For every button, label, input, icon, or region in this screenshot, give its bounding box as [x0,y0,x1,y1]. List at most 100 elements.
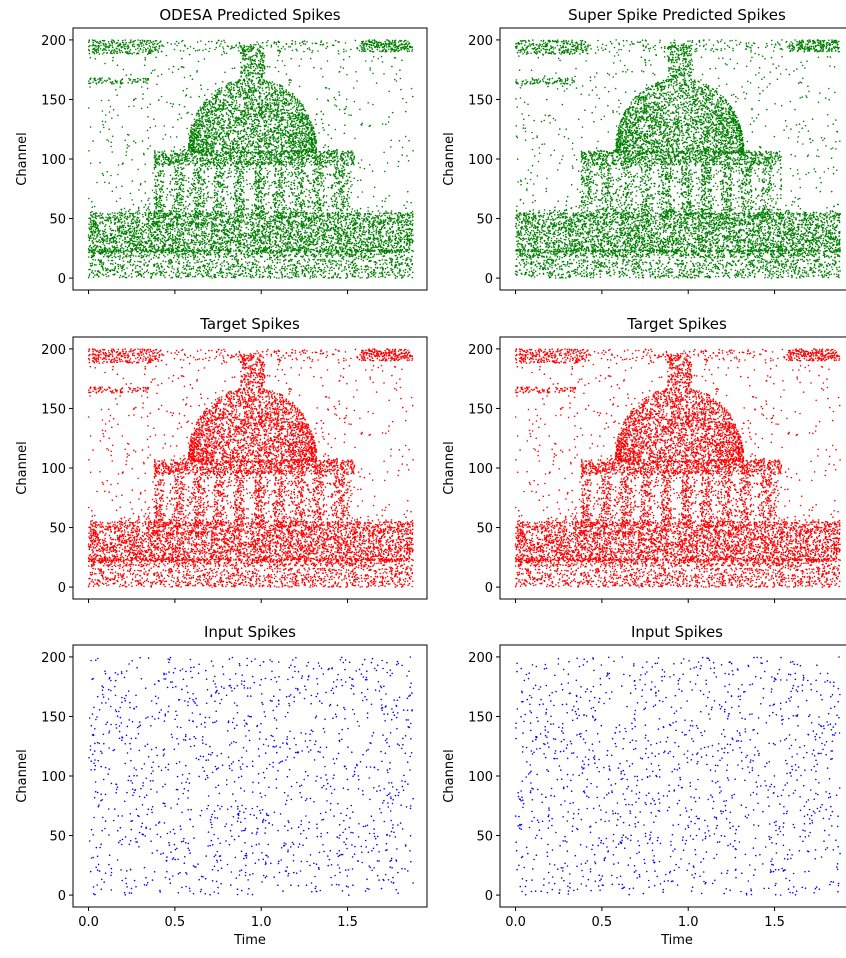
spike-point [284,141,286,143]
spike-point [220,157,223,160]
spike-point [324,159,326,162]
spike-point [252,103,255,106]
spike-point [227,82,230,85]
spike-point [338,70,341,73]
spike-point [218,91,220,93]
spike-point [183,105,186,108]
spike-point [269,162,272,164]
spike-point [351,152,354,154]
spike-point [315,123,317,126]
spike-point [281,161,283,163]
spike-point [290,57,293,60]
spike-point [171,178,174,181]
spike-point [128,145,130,147]
spike-point [381,61,384,63]
spike-point [313,146,316,148]
spike-point [157,75,159,77]
spike-point [97,81,100,84]
spike-point [108,45,111,47]
spike-point [358,49,361,52]
spike-point [320,163,322,165]
spike-point [271,159,273,161]
spike-point [164,156,166,159]
spike-point [231,268,233,271]
spike-point [294,100,297,102]
spike-point [169,154,172,156]
spike-point [235,95,238,98]
spike-point [294,158,297,160]
spike-point [111,117,113,120]
spike-point [233,67,236,69]
spike-point [195,129,197,132]
spike-point [211,134,213,136]
spike-point [192,129,195,131]
spike-point [274,93,277,96]
spike-point [281,135,284,137]
spike-point [253,88,256,90]
spike-point [249,143,251,145]
spike-point [139,47,142,50]
spike-point [314,137,316,139]
spike-point [112,46,114,49]
spike-point [240,154,243,156]
spike-point [232,98,234,100]
spike-point [154,163,156,166]
spike-point [251,128,254,130]
spike-point [267,150,269,152]
spike-point [232,112,235,115]
spike-point [181,155,183,157]
spike-point [241,58,244,60]
spike-point [338,94,341,96]
spike-point [275,220,278,222]
spike-point [330,159,333,162]
spike-point [162,191,165,193]
spike-point [299,142,301,145]
spike-point [192,162,194,164]
spike-point [369,46,371,49]
spike-point [262,52,265,55]
spike-point [133,51,135,54]
spike-point [264,97,266,100]
spike-point [246,45,248,48]
spike-point [265,87,267,89]
spike-point [283,112,285,114]
spike-point [256,67,259,69]
spike-point [105,80,107,83]
spike-point [213,112,216,115]
spike-point [94,58,97,60]
spike-point [365,45,368,47]
spike-point [181,57,183,60]
spike-point [259,61,262,63]
spike-point [209,196,211,199]
spike-point [259,152,262,154]
spike-point [263,54,266,57]
spike-point [375,82,378,84]
spike-point [313,135,316,137]
spike-point [142,81,145,83]
spike-point [343,108,346,111]
spike-point [289,118,291,121]
spike-point [261,66,263,69]
spike-point [115,200,118,203]
spike-point [330,137,333,140]
spike-point [135,97,137,100]
spike-point [223,52,226,54]
spike-point [273,137,276,139]
spike-point [338,91,340,93]
spike-point [207,127,209,129]
spike-point [356,80,358,82]
spike-point [133,140,135,142]
spike-point [319,206,322,209]
spike-point [234,122,236,124]
spike-point [272,110,275,112]
spike-point [361,48,363,50]
spike-point [287,161,290,163]
spike-point [302,40,304,43]
spike-point [304,110,307,112]
spike-point [139,79,142,81]
spike-point [246,144,248,147]
spike-point [298,194,300,197]
spike-point [227,172,230,174]
spike-point [343,48,345,51]
spike-point [238,42,241,45]
